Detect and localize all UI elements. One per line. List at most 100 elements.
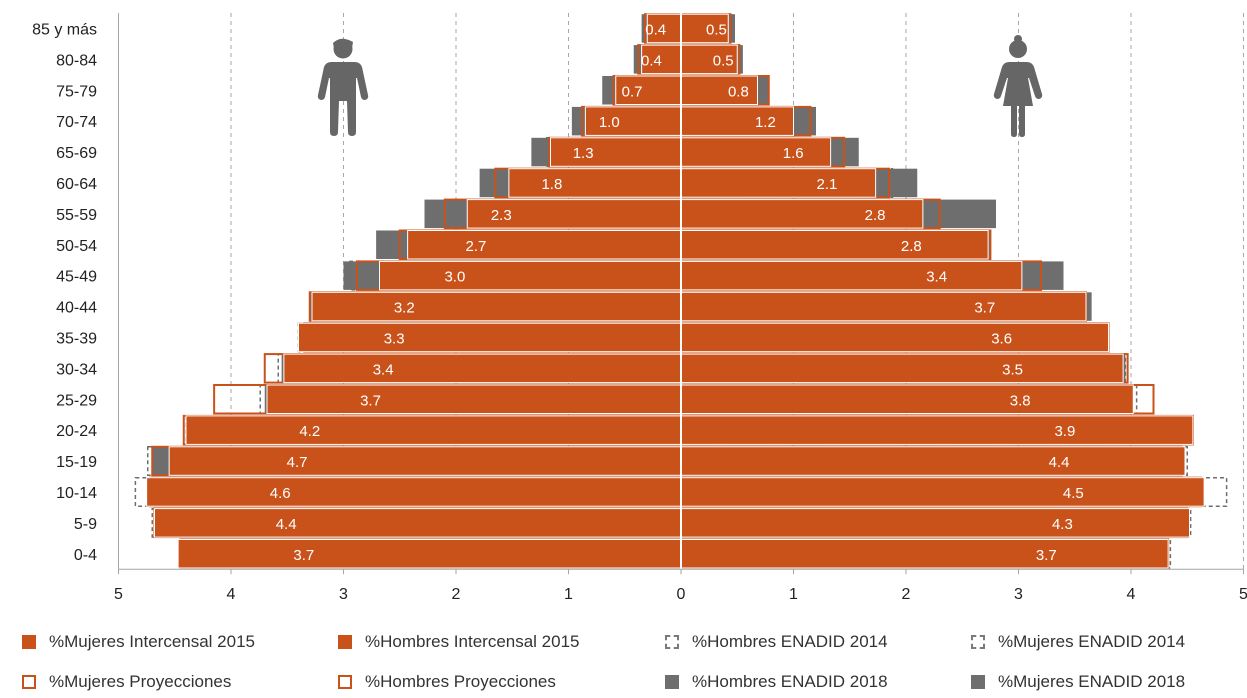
bar-left-orange-fill [646,13,682,44]
data-label-hombres: 3.7 [360,392,381,409]
data-label-hombres: 3.3 [384,330,405,347]
data-label-mujeres: 1.6 [783,145,804,162]
y-tick-label: 35-39 [56,330,97,347]
data-label-mujeres: 0.5 [713,52,734,69]
y-tick-label: 20-24 [56,423,97,440]
bar-right-gray-dashed [680,75,761,106]
bar-right-orange-fill [680,415,1194,445]
data-label-mujeres: 3.8 [1010,392,1031,409]
bar-left-orange-fill [283,353,682,384]
bar-left-orange-fill [185,415,682,445]
bar-right-orange-fill [680,44,738,75]
legend-item[interactable]: %Mujeres Proyecciones [22,670,231,694]
legend-label: %Mujeres ENADID 2018 [998,672,1186,691]
bar-left-orange-fill [266,384,682,414]
y-tick-label: 65-69 [56,145,97,162]
y-tick-label: 40-44 [56,300,97,317]
data-label-mujeres: 2.8 [865,207,886,224]
legend-label: %Mujeres Proyecciones [49,672,232,691]
data-label-mujeres: 0.8 [728,83,749,100]
bar-right-orange-fill [680,353,1124,384]
legend-label: %Hombres ENADID 2018 [692,672,888,691]
swatch-enadid2014-hombres [665,635,679,649]
data-label-mujeres: 3.5 [1002,361,1023,378]
legend-label: %Hombres Proyecciones [365,672,556,691]
legend-label: %Hombres Intercensal 2015 [365,632,580,651]
swatch-enadid2018-hombres [665,675,679,689]
y-tick-label: 45-49 [56,269,97,286]
data-label-mujeres: 3.7 [974,300,995,317]
legend-item[interactable]: %Hombres Proyecciones [338,670,556,694]
legend-item[interactable]: %Hombres ENADID 2014 [665,630,888,654]
y-tick-label: 85 y más [32,21,97,38]
legend-item[interactable]: %Hombres ENADID 2018 [665,670,888,694]
data-label-mujeres: 3.7 [1036,547,1057,564]
y-tick-label: 15-19 [56,454,97,471]
bar-left-orange-fill [584,106,682,136]
data-labels: 0.4 0.50.4 0.50.7 0.81.0 1.21.3 1.61.8 2.12.3 2… [270,21,1084,563]
bar-left-orange-fill [311,291,682,322]
data-label-hombres: 2.7 [466,238,487,255]
x-tick-label: 5 [114,586,123,603]
legend-item[interactable]: %Mujeres Intercensal 2015 [22,630,255,654]
bar-left-orange-fill [154,508,682,538]
bar-left-orange-fill [177,539,682,569]
data-label-hombres: 0.4 [645,21,666,38]
swatch-proyecciones-mujeres [22,675,36,689]
data-label-hombres: 2.3 [491,207,512,224]
y-tick-label: 30-34 [56,361,97,378]
swatch-intercensal-mujeres [22,635,36,649]
swatch-proyecciones-hombres [338,675,352,689]
bar-left-orange-fill [146,477,682,507]
bar-right-orange-fill [680,168,877,198]
bar-right-orange-fill [680,106,794,136]
man-icon [317,38,369,136]
bar-left-gray-dashed [134,476,682,507]
x-tick-label: 5 [1239,586,1247,603]
x-tick-label: 4 [1127,586,1136,603]
x-tick-label: 3 [1014,586,1023,603]
x-tick-label: 4 [227,586,236,603]
data-label-hombres: 3.0 [444,269,465,286]
data-label-mujeres: 1.2 [755,114,776,131]
legend-label: %Mujeres ENADID 2014 [998,632,1186,651]
bar-left-orange-fill [641,44,682,75]
data-label-hombres: 3.7 [293,547,314,564]
bar-right-orange-fill [680,477,1205,507]
y-tick-label: 10-14 [56,485,97,502]
data-label-mujeres: 4.4 [1049,454,1070,471]
bar-left-orange-fill [550,137,682,167]
bar-left-orange-fill [379,260,682,291]
legend-label: %Mujeres Intercensal 2015 [49,632,256,651]
legend-item[interactable]: %Mujeres ENADID 2014 [971,630,1185,654]
data-label-mujeres: 3.4 [926,269,947,286]
legend-item[interactable]: %Hombres Intercensal 2015 [338,630,580,654]
y-tick-label: 50-54 [56,238,97,255]
bar-right-orange-fill [680,260,1023,291]
bar-right-orange-fill [680,322,1109,353]
bar-right-orange-fill [680,539,1169,569]
data-label-mujeres: 2.1 [817,176,838,193]
y-tick-label: 60-64 [56,176,97,193]
legend-item[interactable]: %Mujeres ENADID 2018 [971,670,1185,694]
data-label-mujeres: 4.5 [1063,485,1084,502]
y-tick-label: 25-29 [56,392,97,409]
x-tick-label: 2 [452,586,461,603]
axes: 5 4 3 2 1 0 1 2 3 4 5 85 y más 80-84 75-79 70-74 65-69 6… [32,13,1247,603]
bar-right-orange-fill [680,384,1134,414]
x-tick-label: 2 [902,586,911,603]
swatch-enadid2018-mujeres [971,675,985,689]
data-label-hombres: 4.2 [299,423,320,440]
bar-right-orange-fill [680,508,1190,538]
data-label-hombres: 1.0 [599,114,620,131]
data-label-hombres: 0.4 [641,52,662,69]
woman-icon [993,35,1043,137]
data-label-hombres: 3.2 [394,300,415,317]
x-tick-label: 0 [677,586,686,603]
data-label-hombres: 4.7 [287,454,308,471]
bar-right-orange-fill [680,291,1087,322]
data-label-mujeres: 0.5 [706,21,727,38]
data-label-mujeres: 4.3 [1052,516,1073,533]
y-tick-label: 80-84 [56,52,97,69]
bar-left-orange-fill [407,230,682,260]
